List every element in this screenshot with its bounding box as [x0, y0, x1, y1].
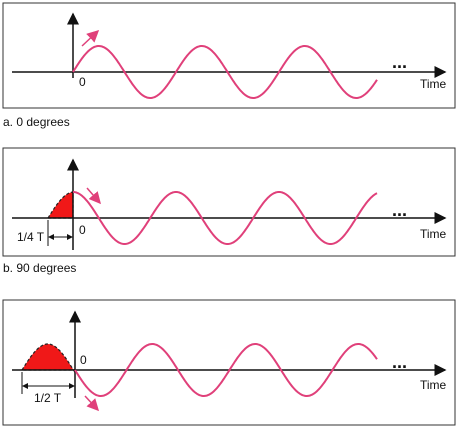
panel-a: 0 ... Time — [2, 2, 456, 109]
sine-wave — [72, 45, 378, 99]
zero-label: 0 — [80, 353, 87, 367]
ellipsis: ... — [392, 352, 407, 372]
shift-label: 1/4 T — [17, 230, 45, 244]
shifted-portion — [20, 343, 75, 373]
ellipsis: ... — [392, 200, 407, 220]
zero-label: 0 — [79, 75, 86, 89]
direction-arrow — [84, 395, 100, 412]
shifted-portion — [46, 191, 74, 219]
panel-c: 1/2 T 0 ... Time — [2, 299, 456, 426]
ellipsis: ... — [392, 52, 407, 72]
caption: b. 90 degrees — [3, 261, 76, 275]
direction-arrow — [86, 187, 101, 205]
sine-wave — [73, 191, 378, 245]
panel-box — [2, 2, 456, 109]
panel-b: 1/4 T 0 ... Time — [2, 147, 456, 257]
shift-label: 1/2 T — [34, 391, 62, 405]
panel-box — [2, 147, 456, 257]
axis-label: Time — [420, 378, 447, 392]
axis-label: Time — [420, 227, 447, 241]
direction-arrow — [81, 29, 100, 47]
axis-label: Time — [420, 77, 447, 91]
sine-wave — [74, 343, 378, 397]
caption: a. 0 degrees — [3, 115, 70, 129]
panel-box — [2, 299, 456, 426]
zero-label: 0 — [79, 223, 86, 237]
